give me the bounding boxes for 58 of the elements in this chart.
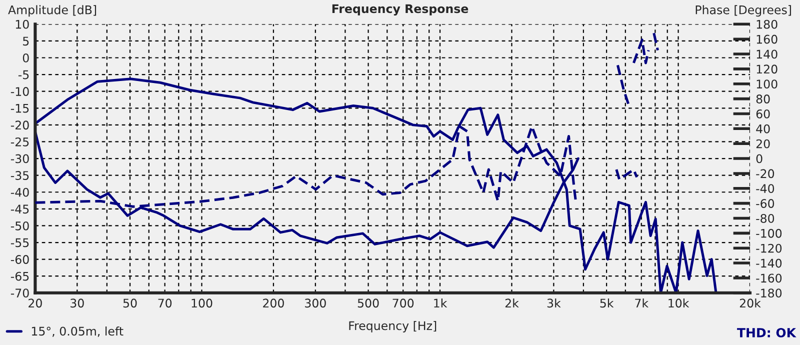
y2-tick-label: 40 — [756, 124, 770, 134]
x-tick-label: 30 — [70, 298, 84, 308]
y-tick-label: -45 — [10, 204, 29, 214]
y-tick-label: -20 — [10, 120, 29, 130]
y-axis-title: Amplitude [dB] — [8, 5, 96, 17]
y-tick-label: -65 — [10, 272, 29, 281]
y-tick-label: -35 — [10, 171, 29, 180]
y-tick-label: -5 — [18, 70, 29, 80]
x-tick-label: 20 — [28, 298, 42, 308]
x-tick-label: 20k — [740, 298, 761, 308]
y2-tick-label: -20 — [756, 169, 774, 178]
y2-tick-label: -100 — [756, 228, 782, 238]
y-tick-label: -60 — [10, 255, 29, 264]
y2-tick-label: -60 — [756, 199, 774, 208]
y-tick-label: -10 — [10, 87, 29, 96]
x-tick-label: 10k — [668, 298, 690, 308]
y-tick-label: -25 — [10, 137, 29, 146]
y2-tick-label: -180 — [756, 288, 782, 298]
text: THD: OK — [737, 328, 796, 338]
x-tick-label: 2k — [505, 298, 519, 308]
y2-tick-label: 20 — [756, 139, 770, 148]
y2-tick-label: 0 — [756, 154, 762, 164]
y-tick-label: -50 — [10, 221, 29, 230]
y2-tick-label: 160 — [756, 34, 778, 44]
x-tick-label: 300 — [305, 298, 326, 308]
y2-axis-title: Phase [Degrees] — [696, 5, 791, 17]
x-tick-label: 700 — [392, 298, 414, 308]
y-tick-label: 10 — [16, 20, 29, 29]
x-tick-label: 5k — [600, 298, 614, 308]
y-tick-label: -55 — [10, 238, 29, 248]
y2-tick-label: -160 — [756, 274, 782, 283]
x-tick-label: 50 — [123, 298, 137, 308]
y-tick-label: 0 — [22, 53, 29, 62]
y2-tick-label: 100 — [756, 80, 778, 89]
y2-tick-label: -120 — [756, 244, 782, 253]
x-tick-label: 1k — [434, 298, 448, 308]
x-tick-label: 500 — [358, 298, 379, 308]
x-tick-label: 100 — [192, 298, 212, 308]
y2-tick-label: -80 — [756, 214, 774, 223]
y2-tick-label: 80 — [756, 94, 770, 104]
chart-title: Frequency Response — [332, 4, 468, 16]
y2-tick-label: -140 — [756, 258, 782, 268]
legend-label: 15°, 0.05m, left — [32, 326, 124, 337]
x-tick-label: 3k — [547, 298, 561, 308]
y2-tick-label: -40 — [756, 184, 774, 194]
y2-tick-label: 180 — [756, 20, 778, 29]
x-axis-title: Frequency [Hz] — [349, 320, 436, 332]
x-tick-label: 70 — [158, 298, 172, 308]
x-tick-label: 7k — [635, 298, 649, 308]
y-tick-label: -70 — [10, 288, 29, 298]
y-tick-label: -40 — [10, 188, 29, 197]
y2-tick-label: 140 — [756, 50, 778, 59]
x-tick-label: 200 — [263, 298, 284, 308]
y2-tick-label: 120 — [756, 64, 778, 74]
y2-tick-label: 60 — [756, 109, 770, 118]
y-tick-label: 5 — [23, 36, 29, 46]
y-tick-label: -30 — [10, 154, 29, 164]
y-tick-label: -15 — [10, 104, 29, 113]
